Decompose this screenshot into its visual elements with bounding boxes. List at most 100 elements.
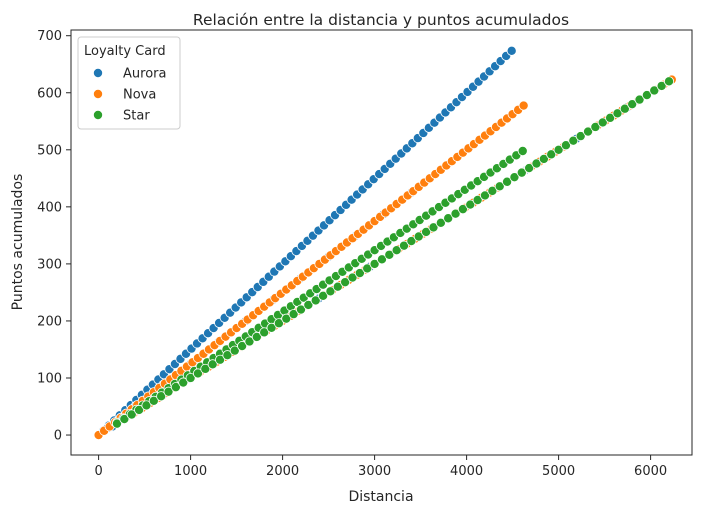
data-point xyxy=(318,290,329,301)
data-point xyxy=(347,272,358,283)
data-point xyxy=(413,231,424,242)
data-point xyxy=(251,331,262,342)
data-point xyxy=(200,363,211,374)
x-tick-label: 0 xyxy=(94,464,102,479)
data-point xyxy=(163,386,174,397)
data-point xyxy=(332,281,343,292)
series-star xyxy=(112,76,675,429)
data-points xyxy=(93,45,677,441)
data-point xyxy=(354,268,365,279)
data-point xyxy=(192,368,203,379)
legend-marker xyxy=(93,110,104,121)
data-point xyxy=(266,322,277,333)
data-point xyxy=(560,140,571,151)
data-point xyxy=(509,172,520,183)
data-point xyxy=(421,226,432,237)
data-point xyxy=(605,112,616,123)
data-point xyxy=(634,94,645,105)
data-point xyxy=(597,117,608,128)
legend-label: Aurora xyxy=(123,67,166,82)
data-point xyxy=(281,313,292,324)
y-axis: 0 100 200 300 400 500 600 700 xyxy=(37,29,71,444)
data-point xyxy=(185,372,196,383)
x-tick-label: 3000 xyxy=(358,464,391,479)
x-tick-label: 6000 xyxy=(634,464,667,479)
data-point xyxy=(479,190,490,201)
y-tick-label: 700 xyxy=(37,29,62,44)
data-point xyxy=(303,299,314,310)
data-point xyxy=(215,354,226,365)
x-axis: 0 1000 2000 3000 4000 5000 6000 xyxy=(94,455,667,479)
data-point xyxy=(310,295,321,306)
data-point xyxy=(259,327,270,338)
data-point xyxy=(516,167,527,178)
y-tick-label: 100 xyxy=(37,371,62,386)
legend-items: Aurora Nova Star xyxy=(93,67,166,124)
data-point xyxy=(612,108,623,119)
y-tick-label: 300 xyxy=(37,257,62,272)
legend-label: Nova xyxy=(123,88,156,103)
data-point xyxy=(369,258,380,269)
data-point xyxy=(627,99,638,110)
data-point xyxy=(141,400,152,411)
data-point xyxy=(619,103,630,114)
y-tick-label: 0 xyxy=(54,429,62,444)
data-point xyxy=(340,277,351,288)
data-point xyxy=(119,414,130,425)
data-point xyxy=(664,76,675,87)
data-point xyxy=(406,236,417,247)
data-point xyxy=(517,146,528,157)
data-point xyxy=(450,208,461,219)
data-point xyxy=(229,345,240,356)
x-tick-label: 1000 xyxy=(174,464,207,479)
chart-title: Relación entre la distancia y puntos acu… xyxy=(193,11,569,29)
legend-label: Star xyxy=(123,109,150,124)
data-point xyxy=(656,80,667,91)
y-axis-label: Puntos acumulados xyxy=(10,174,26,311)
data-point xyxy=(288,309,299,320)
data-point xyxy=(435,217,446,228)
data-point xyxy=(237,341,248,352)
y-tick-label: 400 xyxy=(37,200,62,215)
data-point xyxy=(295,304,306,315)
data-point xyxy=(134,404,145,415)
data-point xyxy=(590,121,601,132)
data-point xyxy=(207,359,218,370)
data-point xyxy=(170,382,181,393)
data-point xyxy=(487,185,498,196)
data-point xyxy=(112,418,123,429)
y-tick-label: 500 xyxy=(37,143,62,158)
data-point xyxy=(575,131,586,142)
data-point xyxy=(546,149,557,160)
legend-title: Loyalty Card xyxy=(84,44,166,59)
data-point xyxy=(641,90,652,101)
data-point xyxy=(443,213,454,224)
data-point xyxy=(553,144,564,155)
data-point xyxy=(506,45,517,56)
data-point xyxy=(244,336,255,347)
data-point xyxy=(178,377,189,388)
data-point xyxy=(391,245,402,256)
x-tick-label: 2000 xyxy=(266,464,299,479)
data-point xyxy=(376,254,387,265)
data-point xyxy=(126,409,137,420)
data-point xyxy=(384,249,395,260)
data-point xyxy=(531,158,542,169)
data-point xyxy=(494,181,505,192)
data-point xyxy=(538,153,549,164)
data-point xyxy=(502,176,513,187)
data-point xyxy=(472,194,483,205)
x-axis-label: Distancia xyxy=(348,489,413,505)
y-tick-label: 200 xyxy=(37,314,62,329)
data-point xyxy=(465,199,476,210)
legend-marker xyxy=(93,89,104,100)
x-tick-label: 5000 xyxy=(542,464,575,479)
data-point xyxy=(399,240,410,251)
data-point xyxy=(362,263,373,274)
x-tick-label: 4000 xyxy=(450,464,483,479)
legend: Loyalty Card Aurora Nova Star xyxy=(77,36,181,130)
data-point xyxy=(222,350,233,361)
data-point xyxy=(148,395,159,406)
data-point xyxy=(524,163,535,174)
y-tick-label: 600 xyxy=(37,86,62,101)
